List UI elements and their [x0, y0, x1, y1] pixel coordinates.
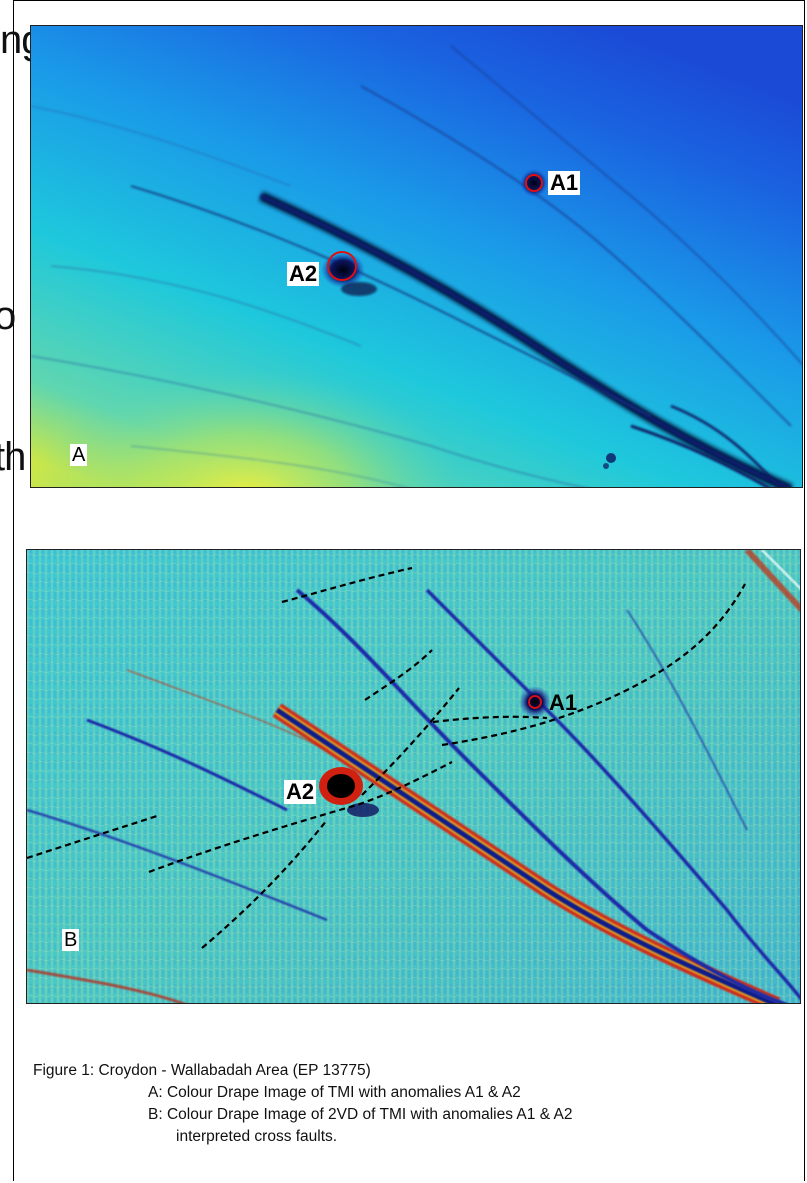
- interpreted-cross-faults: [27, 566, 746, 949]
- tmi-colour-drape: [31, 26, 802, 487]
- caption-line-3: B: Colour Drape Image of 2VD of TMI with…: [148, 1106, 573, 1123]
- caption-line-2: A: Colour Drape Image of TMI with anomal…: [148, 1084, 521, 1101]
- panel-a-tmi-image: A1 A2 A: [30, 25, 803, 488]
- side-fragment-middle: o: [0, 294, 16, 338]
- panel-b-label-a1: A1: [549, 690, 578, 715]
- side-fragment-bottom: th: [0, 435, 26, 479]
- panel-a-label-a2: A2: [287, 261, 320, 286]
- panel-b-letter: B: [62, 929, 80, 951]
- panel-a-label-a1: A1: [548, 170, 581, 195]
- figure-caption: Figure 1: Croydon - Wallabadah Area (EP …: [33, 1060, 572, 1148]
- panel-b-2vd-image: A1 A2 B: [26, 549, 801, 1004]
- page-frame: [13, 0, 805, 1181]
- panel-b-label-a2: A2: [284, 779, 317, 804]
- caption-line-4: interpreted cross faults.: [176, 1128, 338, 1145]
- caption-line-1: Figure 1: Croydon - Wallabadah Area (EP …: [33, 1062, 371, 1079]
- 2vd-colour-drape: [27, 550, 800, 1003]
- panel-a-letter: A: [70, 444, 88, 466]
